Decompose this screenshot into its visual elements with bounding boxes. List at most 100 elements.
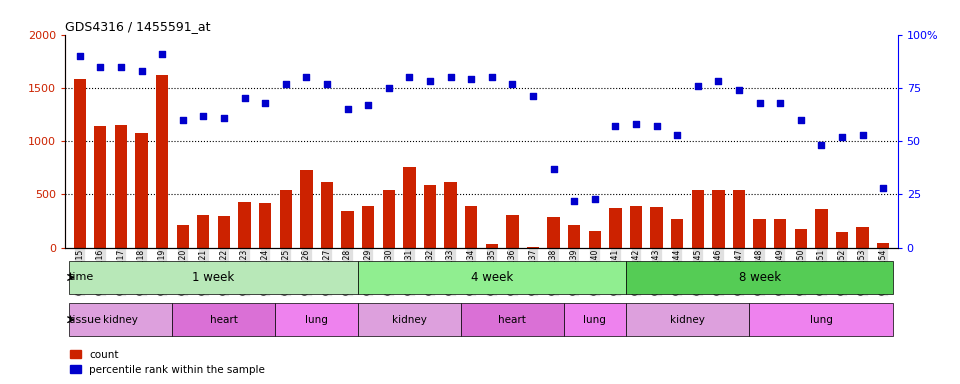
Point bbox=[422, 78, 438, 84]
Bar bbox=[610, 208, 621, 248]
Bar bbox=[444, 182, 457, 248]
Bar bbox=[547, 217, 560, 248]
Legend: count, percentile rank within the sample: count, percentile rank within the sample bbox=[70, 350, 265, 375]
Bar bbox=[749, 303, 894, 336]
Point bbox=[752, 100, 767, 106]
Point bbox=[773, 100, 788, 106]
Text: GDS4316 / 1455591_at: GDS4316 / 1455591_at bbox=[65, 20, 211, 33]
Point bbox=[320, 81, 335, 87]
Point bbox=[546, 166, 562, 172]
Point bbox=[381, 85, 396, 91]
Bar bbox=[691, 190, 704, 248]
Point bbox=[72, 53, 87, 59]
Bar bbox=[815, 209, 828, 248]
Bar bbox=[358, 303, 461, 336]
Bar bbox=[177, 225, 189, 248]
Bar bbox=[465, 206, 477, 248]
Bar bbox=[732, 190, 745, 248]
Point bbox=[155, 51, 170, 57]
Point bbox=[278, 81, 294, 87]
Point bbox=[237, 96, 252, 102]
Bar bbox=[836, 232, 848, 248]
Bar bbox=[218, 216, 230, 248]
Point bbox=[92, 63, 108, 70]
Bar bbox=[69, 303, 173, 336]
Text: heart: heart bbox=[210, 314, 238, 325]
Bar bbox=[774, 219, 786, 248]
Point bbox=[690, 83, 706, 89]
Point bbox=[855, 132, 871, 138]
Bar bbox=[630, 206, 642, 248]
Point bbox=[649, 123, 664, 129]
Text: heart: heart bbox=[498, 314, 526, 325]
Point bbox=[732, 87, 747, 93]
Bar bbox=[69, 261, 358, 294]
Bar bbox=[156, 75, 168, 248]
Bar bbox=[94, 126, 107, 248]
Text: lung: lung bbox=[305, 314, 328, 325]
Bar bbox=[795, 229, 807, 248]
Point bbox=[484, 74, 499, 80]
Bar bbox=[423, 185, 436, 248]
Bar bbox=[74, 79, 85, 248]
Point bbox=[628, 121, 643, 127]
Bar bbox=[461, 303, 564, 336]
Text: kidney: kidney bbox=[670, 314, 705, 325]
Point bbox=[793, 117, 808, 123]
Bar bbox=[626, 261, 894, 294]
Bar bbox=[300, 170, 313, 248]
Bar bbox=[856, 227, 869, 248]
Point bbox=[340, 106, 355, 112]
Point bbox=[216, 114, 231, 121]
Point bbox=[834, 134, 850, 140]
Point bbox=[360, 102, 375, 108]
Point bbox=[876, 185, 891, 191]
Point bbox=[814, 142, 829, 149]
Bar bbox=[564, 303, 626, 336]
Text: 8 week: 8 week bbox=[738, 271, 780, 284]
Bar bbox=[321, 182, 333, 248]
Bar bbox=[671, 219, 684, 248]
Bar bbox=[712, 190, 725, 248]
Point bbox=[299, 74, 314, 80]
Point bbox=[113, 63, 129, 70]
Bar bbox=[527, 247, 540, 248]
Bar bbox=[588, 231, 601, 248]
Bar bbox=[877, 243, 889, 248]
Bar bbox=[382, 190, 395, 248]
Bar bbox=[650, 207, 662, 248]
Bar bbox=[259, 204, 272, 248]
Point bbox=[401, 74, 417, 80]
Point bbox=[175, 117, 190, 123]
Bar bbox=[754, 219, 766, 248]
Bar bbox=[279, 190, 292, 248]
Point bbox=[525, 93, 540, 99]
Point bbox=[443, 74, 458, 80]
Point bbox=[257, 100, 273, 106]
Text: 4 week: 4 week bbox=[470, 271, 513, 284]
Bar bbox=[486, 245, 498, 248]
Point bbox=[588, 195, 603, 202]
Bar bbox=[238, 202, 251, 248]
Bar bbox=[115, 125, 127, 248]
Point bbox=[464, 76, 479, 83]
Bar bbox=[197, 215, 209, 248]
Point bbox=[669, 132, 684, 138]
Text: 1 week: 1 week bbox=[193, 271, 235, 284]
Point bbox=[608, 123, 623, 129]
Bar bbox=[173, 303, 276, 336]
Point bbox=[196, 113, 211, 119]
Text: time: time bbox=[68, 272, 94, 283]
Bar bbox=[403, 167, 416, 248]
Point bbox=[133, 68, 149, 74]
Bar bbox=[362, 205, 374, 248]
Bar bbox=[626, 303, 749, 336]
Text: lung: lung bbox=[810, 314, 833, 325]
Bar bbox=[568, 225, 581, 248]
Text: tissue: tissue bbox=[68, 314, 102, 325]
Bar bbox=[506, 215, 518, 248]
Text: lung: lung bbox=[584, 314, 606, 325]
Bar bbox=[135, 132, 148, 248]
Point bbox=[566, 198, 582, 204]
Bar bbox=[358, 261, 626, 294]
